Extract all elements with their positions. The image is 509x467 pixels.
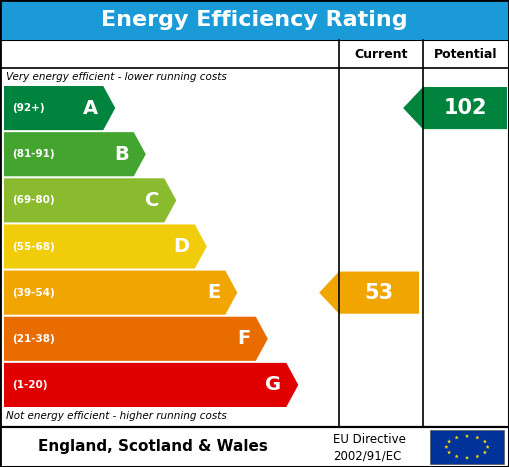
Text: (81-91): (81-91)	[12, 149, 54, 159]
Polygon shape	[455, 454, 459, 458]
Polygon shape	[475, 435, 479, 439]
Polygon shape	[465, 434, 469, 438]
Polygon shape	[403, 87, 507, 129]
Text: (1-20): (1-20)	[12, 380, 47, 390]
Polygon shape	[444, 445, 448, 449]
Polygon shape	[447, 439, 451, 443]
Polygon shape	[447, 450, 451, 454]
Bar	[0, 0, 509, 40]
Polygon shape	[4, 317, 268, 361]
Polygon shape	[4, 178, 176, 222]
Text: Potential: Potential	[434, 48, 498, 61]
Polygon shape	[4, 225, 207, 269]
Bar	[430, 430, 504, 464]
Text: Very energy efficient - lower running costs: Very energy efficient - lower running co…	[6, 72, 227, 82]
Text: (69-80): (69-80)	[12, 195, 54, 205]
Polygon shape	[483, 450, 487, 454]
Polygon shape	[486, 445, 490, 449]
Polygon shape	[4, 86, 115, 130]
Polygon shape	[319, 272, 419, 314]
Text: F: F	[238, 329, 251, 348]
Text: C: C	[145, 191, 159, 210]
Text: Energy Efficiency Rating: Energy Efficiency Rating	[101, 10, 408, 30]
Text: England, Scotland & Wales: England, Scotland & Wales	[38, 439, 268, 454]
Text: A: A	[83, 99, 98, 118]
Text: E: E	[207, 283, 220, 302]
Polygon shape	[4, 270, 237, 315]
Polygon shape	[4, 363, 298, 407]
Polygon shape	[483, 439, 487, 443]
Polygon shape	[465, 456, 469, 460]
Text: Not energy efficient - higher running costs: Not energy efficient - higher running co…	[6, 411, 227, 421]
Bar	[0, 40, 509, 427]
Text: (21-38): (21-38)	[12, 334, 55, 344]
Text: B: B	[114, 145, 129, 164]
Text: Current: Current	[354, 48, 408, 61]
Text: (92+): (92+)	[12, 103, 45, 113]
Text: 102: 102	[443, 98, 487, 118]
Text: (39-54): (39-54)	[12, 288, 55, 297]
Text: (55-68): (55-68)	[12, 241, 55, 252]
Polygon shape	[4, 132, 146, 176]
Text: EU Directive: EU Directive	[333, 433, 406, 446]
Text: G: G	[265, 375, 281, 395]
Text: 2002/91/EC: 2002/91/EC	[333, 449, 402, 462]
Bar	[0, 427, 509, 467]
Polygon shape	[455, 435, 459, 439]
Text: 53: 53	[364, 283, 393, 303]
Text: D: D	[174, 237, 190, 256]
Polygon shape	[475, 454, 479, 458]
